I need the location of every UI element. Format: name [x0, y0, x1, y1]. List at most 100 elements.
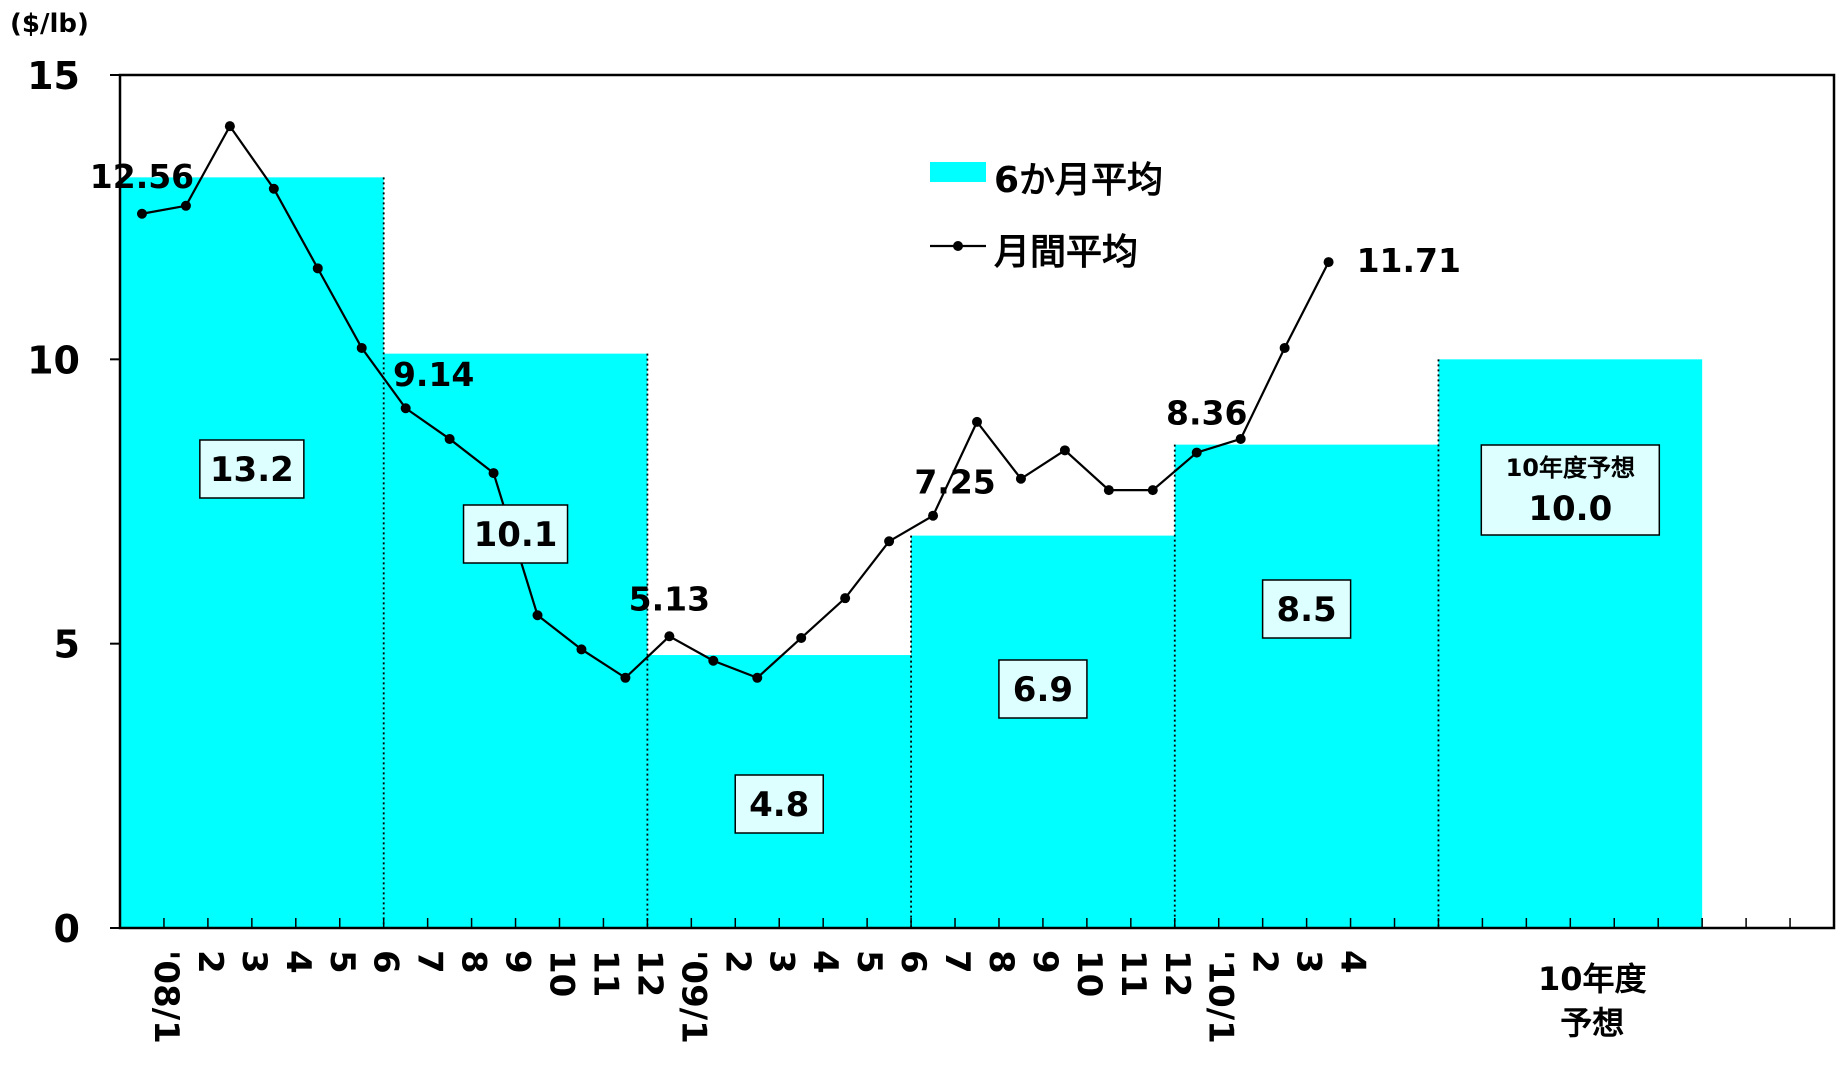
- monthly-point: [620, 672, 631, 683]
- plot-frame: [118, 73, 1836, 930]
- monthly-point: [752, 672, 763, 683]
- period-dividers: [382, 177, 1440, 928]
- legend-swatch-bar: [930, 162, 986, 182]
- x-tick-label: 3: [1289, 950, 1329, 974]
- period-value-label: 4.8: [749, 785, 809, 825]
- monthly-point: [1103, 485, 1114, 496]
- x-tick-label: 12: [629, 950, 669, 997]
- x-tick-label: 4: [805, 950, 845, 974]
- period-value-box: [1261, 579, 1352, 639]
- period-value-label: 10.0: [1528, 489, 1612, 529]
- x-tick-label: '08/1: [146, 950, 186, 1044]
- forecast-label-line2: 予想: [1560, 1004, 1624, 1042]
- monthly-point: [400, 403, 411, 414]
- forecast-label-line1: 10年度: [1538, 960, 1647, 998]
- monthly-line-layer: [136, 121, 1334, 683]
- period-value-box: [462, 504, 569, 564]
- x-tick-label: 5: [849, 950, 889, 974]
- monthly-point: [312, 263, 323, 274]
- x-tick-label: 4: [278, 950, 318, 974]
- x-tick-label: 2: [717, 950, 757, 974]
- monthly-point: [972, 416, 982, 427]
- monthly-point: [136, 208, 147, 219]
- x-tick-label: 7: [410, 950, 450, 974]
- y-axis: 0 5 10 15: [27, 54, 120, 951]
- x-tick-label: 4: [1333, 950, 1373, 974]
- x-tick-label: 8: [454, 950, 494, 974]
- monthly-point: [708, 655, 719, 666]
- x-tick-label: 7: [937, 950, 977, 974]
- x-tick-label: 5: [322, 950, 362, 974]
- monthly-point: [488, 468, 499, 479]
- bar-period-4: [911, 535, 1175, 928]
- period-value-label: 13.2: [210, 450, 294, 490]
- monthly-point: [532, 610, 543, 621]
- legend-marker: [953, 241, 963, 251]
- monthly-point: [1147, 485, 1158, 496]
- monthly-point: [1015, 473, 1026, 484]
- monthly-point: [796, 632, 807, 643]
- x-tick-label: 12: [1157, 950, 1197, 997]
- bars-layer: [120, 177, 1703, 929]
- period-value-box: [734, 774, 824, 834]
- y-axis-unit: ($/lb): [10, 9, 89, 39]
- monthly-point: [224, 121, 235, 132]
- x-tick-label: 11: [585, 950, 625, 997]
- monthly-point: [444, 433, 455, 444]
- period-value-label: 6.9: [1013, 670, 1073, 710]
- legend-label-bar: 6か月平均: [994, 160, 1163, 201]
- data-label: 5.13: [629, 579, 710, 618]
- monthly-point: [576, 644, 587, 655]
- data-label: 12.56: [90, 157, 194, 196]
- period-value-label: 10.1: [474, 515, 558, 555]
- monthly-point: [928, 510, 939, 521]
- forecast-caption: 10年度予想: [1506, 454, 1635, 482]
- data-label: 11.71: [1357, 241, 1461, 280]
- data-label: 9.14: [393, 355, 474, 394]
- x-tick-label: 11: [1113, 950, 1153, 997]
- period-value-label: 8.5: [1276, 590, 1336, 630]
- x-tick-label: 8: [981, 950, 1021, 974]
- monthly-point: [1235, 433, 1246, 444]
- monthly-point: [1279, 342, 1290, 353]
- x-tick-label: 2: [1245, 950, 1285, 974]
- y-tick-label: 15: [27, 54, 80, 98]
- monthly-point: [1191, 447, 1202, 458]
- bar-period-5: [1174, 444, 1439, 928]
- x-tick-label: 6: [366, 950, 406, 974]
- monthly-point: [1323, 257, 1334, 268]
- x-tick-label: 3: [234, 950, 274, 974]
- monthly-point: [1059, 445, 1070, 456]
- monthly-average-line: [141, 124, 1330, 680]
- x-tick-label: 10: [1069, 950, 1109, 997]
- monthly-point: [840, 593, 851, 604]
- x-axis: '08/1 2 3 4 5 6 7 8 9 10 11 12'09/1 2 3 4 5 6 7 8 9 10 11 12'1…: [146, 918, 1791, 1044]
- x-tick-label: 6: [893, 950, 933, 974]
- monthly-point: [884, 536, 895, 547]
- legend-label-line: 月間平均: [994, 232, 1138, 273]
- y-tick-label: 0: [54, 907, 80, 951]
- x-tick-label: '10/1: [1201, 950, 1241, 1044]
- x-tick-label: 9: [1025, 950, 1065, 974]
- data-label: 8.36: [1166, 394, 1247, 433]
- monthly-point: [356, 342, 367, 353]
- period-value-box: [998, 659, 1088, 719]
- x-tick-label: 2: [190, 950, 230, 974]
- monthly-point: [180, 200, 191, 211]
- x-tick-label: 3: [761, 950, 801, 974]
- data-label: 7.25: [914, 463, 995, 502]
- x-tick-label: '09/1: [673, 950, 713, 1044]
- x-tick-label: 9: [498, 950, 538, 974]
- bar-period-1: [120, 177, 384, 929]
- y-tick-label: 5: [54, 623, 80, 667]
- period-value-box: [199, 439, 305, 499]
- x-tick-label: 10: [542, 950, 582, 997]
- period-value-box: [1480, 444, 1661, 536]
- bar-period-2: [383, 353, 648, 928]
- labels-layer: 12.56 9.14 5.13 7.25 8.36 11.71 13.2 10.1 4.8 6.9…: [90, 157, 1661, 834]
- monthly-point: [664, 631, 675, 642]
- y-tick-label: 10: [27, 338, 80, 382]
- monthly-point: [268, 183, 279, 194]
